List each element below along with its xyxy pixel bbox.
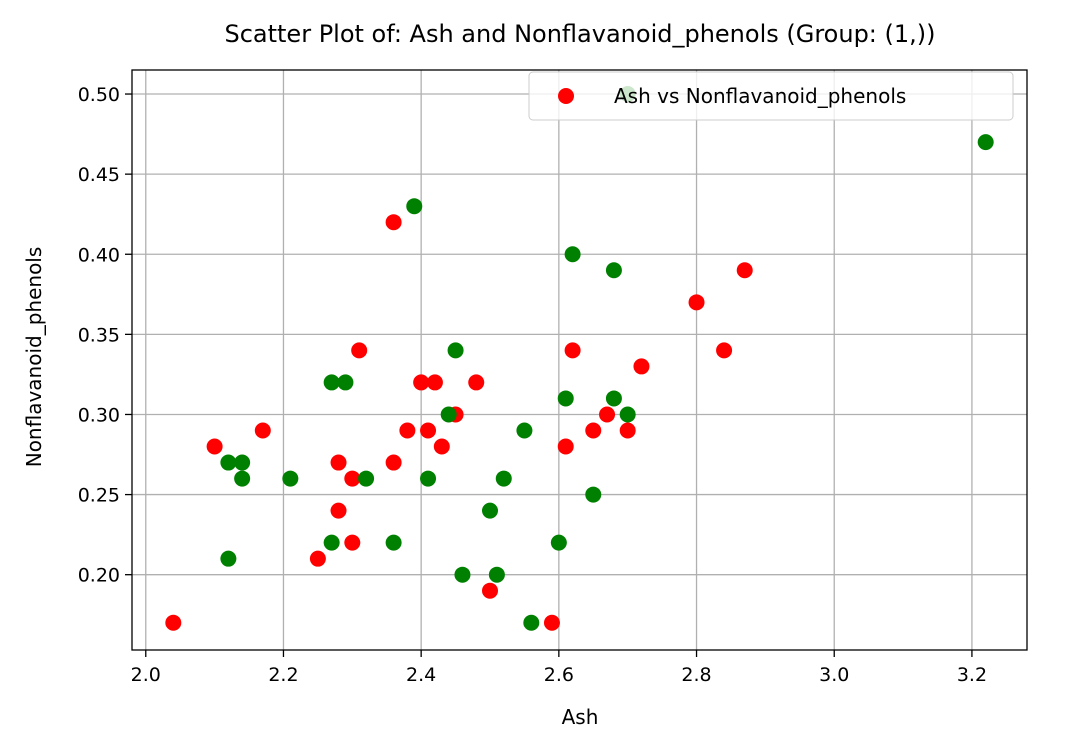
- data-point: [619, 406, 636, 423]
- data-point: [254, 422, 271, 439]
- plot-frame: [131, 69, 1028, 651]
- data-point: [399, 422, 416, 439]
- legend-box: [528, 71, 1014, 121]
- legend: Ash vs Nonflavanoid_phenols: [528, 71, 1014, 121]
- data-point: [585, 486, 602, 503]
- data-point: [495, 470, 512, 487]
- data-point: [330, 502, 347, 519]
- data-point: [330, 454, 347, 471]
- data-point: [234, 470, 251, 487]
- data-point: [406, 198, 423, 215]
- data-point: [482, 502, 498, 519]
- legend-marker: [558, 88, 574, 104]
- data-point: [337, 374, 354, 391]
- data-point: [234, 454, 251, 471]
- data-point: [420, 470, 437, 487]
- data-point: [206, 438, 223, 455]
- data-point: [633, 358, 650, 375]
- data-point: [323, 374, 340, 391]
- x-tick-label: 2.8: [681, 664, 711, 686]
- x-tick-label: 2.2: [268, 664, 298, 686]
- data-point: [688, 294, 705, 311]
- data-points: [165, 86, 994, 631]
- data-point: [564, 342, 581, 359]
- y-tick-label: 0.30: [78, 404, 120, 426]
- data-point: [564, 246, 581, 263]
- x-tick-label: 2.0: [131, 664, 161, 686]
- data-point: [488, 566, 505, 583]
- chart-title: Scatter Plot of: Ash and Nonflavanoid_ph…: [224, 20, 935, 48]
- data-point: [482, 582, 498, 599]
- x-tick-label: 2.4: [406, 664, 436, 686]
- data-point: [516, 422, 533, 439]
- data-point: [543, 614, 560, 631]
- y-tick-label: 0.40: [78, 244, 120, 266]
- data-point: [385, 454, 402, 471]
- data-point: [385, 534, 402, 551]
- data-point: [585, 422, 602, 439]
- data-point: [619, 422, 636, 439]
- data-point: [385, 214, 402, 231]
- data-point: [344, 470, 361, 487]
- data-point: [426, 374, 443, 391]
- y-tick-label: 0.20: [78, 565, 120, 587]
- y-axis-label: Nonflavanoid_phenols: [22, 247, 46, 468]
- data-point: [165, 614, 182, 631]
- data-point: [557, 390, 574, 407]
- x-axis-label: Ash: [562, 705, 599, 729]
- y-tick-label: 0.25: [78, 485, 120, 507]
- x-tick-label: 3.2: [957, 664, 987, 686]
- data-point: [309, 550, 326, 567]
- legend-label: Ash vs Nonflavanoid_phenols: [614, 84, 906, 108]
- data-point: [420, 422, 437, 439]
- x-tick-label: 2.6: [544, 664, 574, 686]
- data-point: [351, 342, 368, 359]
- data-point: [413, 374, 430, 391]
- data-point: [344, 534, 361, 551]
- axis-ticks: 2.0 2.2 2.4 2.6 2.8 3.0 3.2 0.20 0.25 0.30 0.35 0.4…: [78, 84, 987, 686]
- y-tick-label: 0.50: [78, 84, 120, 106]
- data-point: [447, 342, 464, 359]
- data-point: [523, 614, 540, 631]
- data-point: [220, 454, 237, 471]
- y-tick-label: 0.45: [78, 164, 120, 186]
- data-point: [716, 342, 733, 359]
- data-point: [468, 374, 485, 391]
- data-point: [440, 406, 457, 423]
- data-point: [282, 470, 299, 487]
- data-point: [557, 438, 574, 455]
- data-point: [605, 262, 622, 279]
- data-point: [605, 390, 622, 407]
- data-point: [736, 262, 753, 279]
- data-point: [454, 566, 471, 583]
- data-point: [323, 534, 340, 551]
- data-point: [550, 534, 567, 551]
- y-tick-label: 0.35: [78, 324, 120, 346]
- data-point: [358, 470, 375, 487]
- data-point: [433, 438, 450, 455]
- x-tick-label: 3.0: [819, 664, 849, 686]
- data-point: [220, 550, 237, 567]
- data-point: [977, 134, 994, 151]
- data-point: [599, 406, 616, 423]
